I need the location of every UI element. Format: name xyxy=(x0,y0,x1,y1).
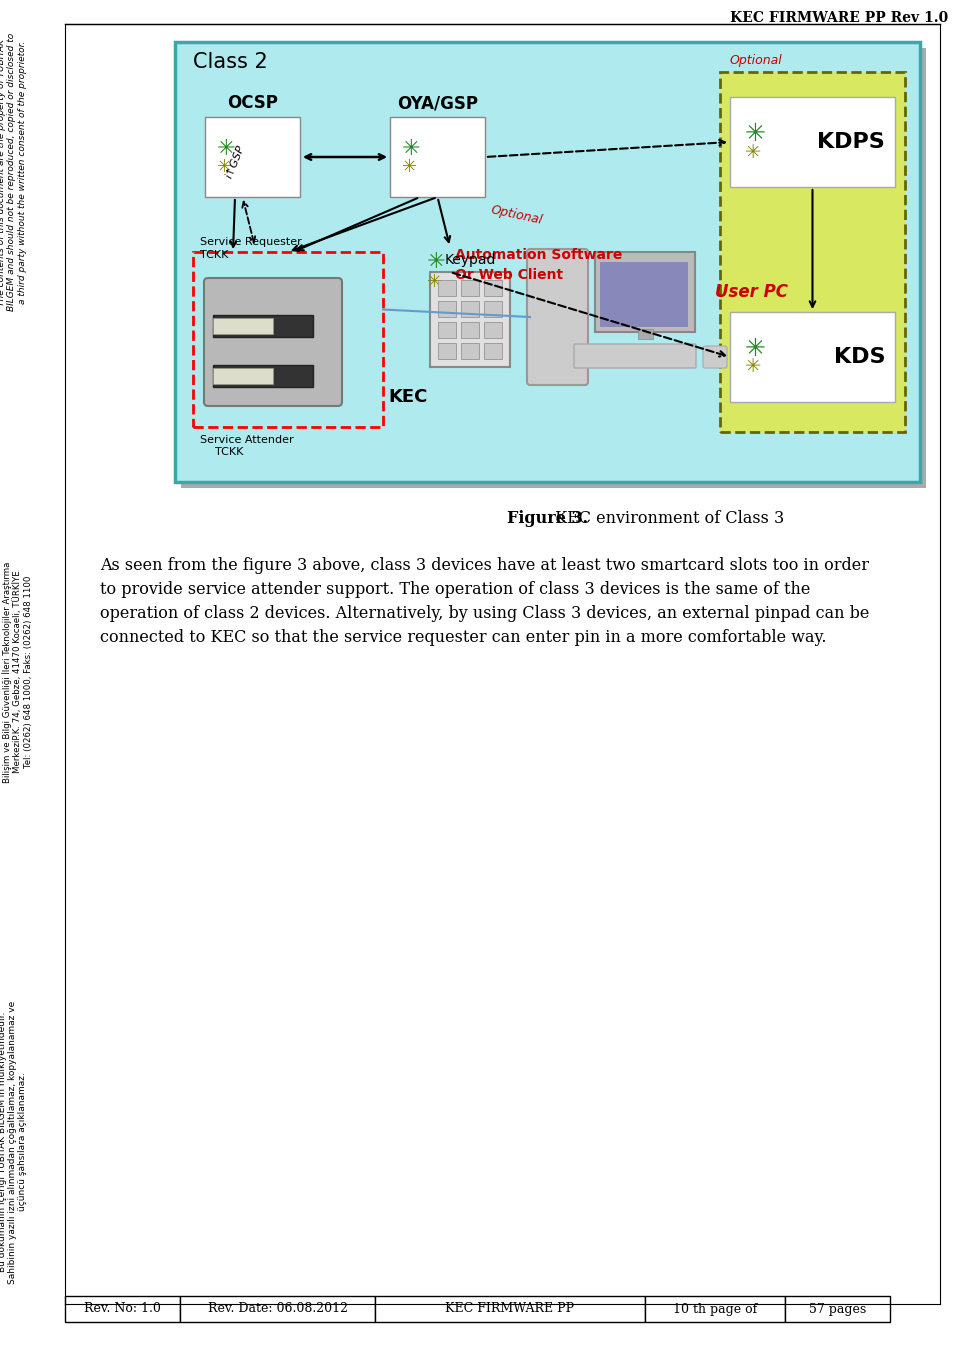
Text: ✳: ✳ xyxy=(402,158,418,176)
Bar xyxy=(205,118,300,197)
Text: TCKK: TCKK xyxy=(200,250,228,260)
Text: i↑GSP: i↑GSP xyxy=(224,143,246,180)
Bar xyxy=(730,97,895,187)
Text: The contents of this document are the property of TUBITAK
BILGEM and should not : The contents of this document are the pr… xyxy=(0,32,27,311)
Bar xyxy=(484,343,502,360)
Text: OYA/GSP: OYA/GSP xyxy=(397,95,478,112)
Text: operation of class 2 devices. Alternatively, by using Class 3 devices, an extern: operation of class 2 devices. Alternativ… xyxy=(100,604,870,622)
Text: KEC: KEC xyxy=(388,388,427,406)
Bar xyxy=(730,312,895,402)
Bar xyxy=(484,280,502,296)
Bar xyxy=(461,343,479,360)
Text: ✳: ✳ xyxy=(745,357,761,376)
Text: Optional: Optional xyxy=(490,203,544,227)
Bar xyxy=(65,1297,180,1322)
Text: ✳: ✳ xyxy=(217,139,235,160)
Text: As seen from the figure 3 above, class 3 devices have at least two smartcard slo: As seen from the figure 3 above, class 3… xyxy=(100,557,869,575)
Text: Or Web Client: Or Web Client xyxy=(455,268,564,283)
Text: © 2012 TUBİTAK BİLGEM
Bilişim ve Bilgi Güvenliği İleri Teknolojiler Araştırma
Me: © 2012 TUBİTAK BİLGEM Bilişim ve Bilgi G… xyxy=(0,561,33,783)
Text: OCSP: OCSP xyxy=(228,95,278,112)
Text: ✳: ✳ xyxy=(745,122,766,146)
Text: 10 th page of: 10 th page of xyxy=(673,1302,757,1315)
Bar xyxy=(430,272,510,366)
Text: ✳: ✳ xyxy=(745,142,761,161)
Text: Service Requester: Service Requester xyxy=(200,237,301,247)
FancyBboxPatch shape xyxy=(204,279,342,406)
Text: Keypad: Keypad xyxy=(444,253,495,266)
Bar xyxy=(600,262,688,327)
Text: User PC: User PC xyxy=(715,283,788,301)
Bar xyxy=(390,118,485,197)
Bar xyxy=(438,301,456,316)
Text: KEC FIRMWARE PP Rev 1.0: KEC FIRMWARE PP Rev 1.0 xyxy=(730,11,948,24)
Bar xyxy=(461,280,479,296)
Text: Automation Software: Automation Software xyxy=(455,247,622,262)
Text: 57 pages: 57 pages xyxy=(809,1302,866,1315)
Bar xyxy=(213,318,273,334)
Text: Optional: Optional xyxy=(730,54,782,68)
Bar xyxy=(213,365,313,387)
Bar xyxy=(193,251,383,427)
Text: ✳: ✳ xyxy=(427,273,443,291)
Text: connected to KEC so that the service requester can enter pin in a more comfortab: connected to KEC so that the service req… xyxy=(100,629,827,646)
Text: ✳: ✳ xyxy=(402,139,420,160)
Text: Class 2: Class 2 xyxy=(193,51,268,72)
FancyBboxPatch shape xyxy=(574,343,696,368)
FancyBboxPatch shape xyxy=(595,251,695,333)
FancyBboxPatch shape xyxy=(703,346,727,368)
Bar xyxy=(213,315,313,337)
Bar xyxy=(375,1297,645,1322)
Bar xyxy=(484,301,502,316)
Text: Rev. Date: 06.08.2012: Rev. Date: 06.08.2012 xyxy=(207,1302,348,1315)
Text: ✳: ✳ xyxy=(745,337,766,361)
Text: KEC FIRMWARE PP: KEC FIRMWARE PP xyxy=(445,1302,575,1315)
FancyBboxPatch shape xyxy=(175,42,920,483)
Text: ✳: ✳ xyxy=(217,158,232,176)
FancyBboxPatch shape xyxy=(720,72,905,433)
FancyBboxPatch shape xyxy=(181,49,926,488)
FancyBboxPatch shape xyxy=(527,249,588,385)
Bar xyxy=(785,1297,890,1322)
Text: KDS: KDS xyxy=(833,347,885,366)
Text: Rev. No: 1.0: Rev. No: 1.0 xyxy=(84,1302,161,1315)
Text: to provide service attender support. The operation of class 3 devices is the sam: to provide service attender support. The… xyxy=(100,581,810,598)
Text: Service Attender: Service Attender xyxy=(200,435,294,445)
Text: KDPS: KDPS xyxy=(817,132,885,151)
Bar xyxy=(645,1297,785,1322)
Bar xyxy=(213,368,273,384)
Text: TCKK: TCKK xyxy=(215,448,244,457)
Bar xyxy=(438,343,456,360)
Bar xyxy=(638,329,653,339)
Text: Bu dokümanın içeriği TUBİTAK BİLGEM'in mülkiyetindedir.
Sahibinin yazılı izni al: Bu dokümanın içeriği TUBİTAK BİLGEM'in m… xyxy=(0,1000,27,1283)
Text: KEC environment of Class 3: KEC environment of Class 3 xyxy=(550,510,784,527)
Text: ✳: ✳ xyxy=(427,251,445,272)
Bar xyxy=(438,322,456,338)
Bar xyxy=(461,322,479,338)
Text: Figure 3.: Figure 3. xyxy=(507,510,588,527)
Bar xyxy=(180,1297,375,1322)
Bar xyxy=(438,280,456,296)
Bar xyxy=(484,322,502,338)
Bar xyxy=(461,301,479,316)
